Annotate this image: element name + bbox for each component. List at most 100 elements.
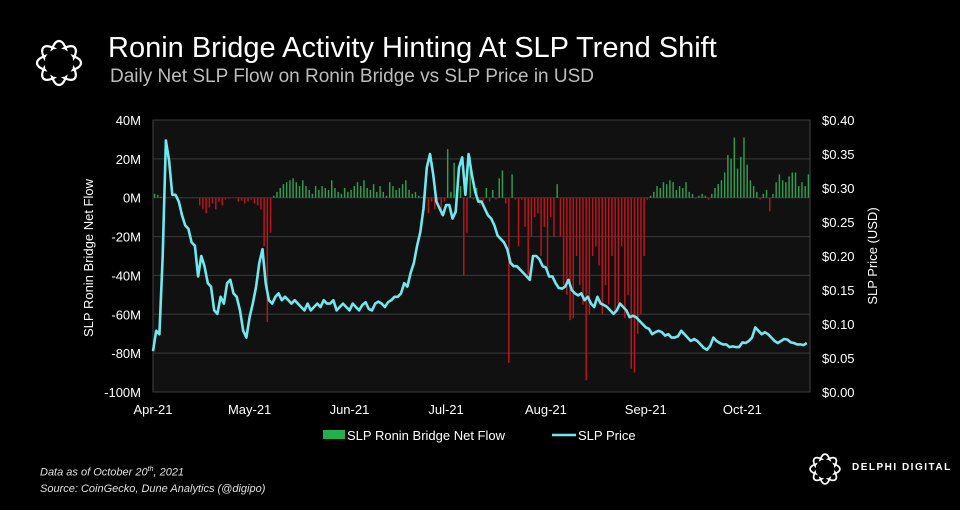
net-flow-bar [385,195,388,198]
net-flow-bar [298,186,301,198]
net-flow-bar [530,197,533,237]
net-flow-bar [743,137,745,198]
net-flow-bar [417,195,420,198]
net-flow-bar [769,197,771,212]
net-flow-bar [688,191,690,198]
net-flow-bar [521,197,523,200]
net-flow-bar [202,197,204,210]
net-flow-bar [646,197,649,200]
net-flow-bar [266,197,269,323]
net-flow-bar [256,197,259,206]
net-flow-bar [260,197,262,210]
net-flow-bar [314,186,317,198]
net-flow-bar [698,195,700,198]
net-flow-bar [566,197,568,295]
price-line [151,139,808,352]
net-flow-bar [253,197,256,204]
net-flow-bar [598,197,600,266]
net-flow-bar [733,137,736,198]
net-flow-bar [295,182,298,198]
net-flow-bar [427,197,430,214]
net-flow-bar [707,197,710,200]
net-flow-bar [807,174,810,198]
net-flow-bar [508,197,510,363]
net-flow-bar [318,189,320,198]
net-flow-bar [675,189,678,198]
net-flow-bar [524,197,526,227]
x-tick-label: May-21 [228,402,271,417]
net-flow-bar [469,156,471,198]
net-flow-bar [614,197,616,315]
brand-name: DELPHI DIGITAL [852,462,952,473]
net-flow-bar [759,197,761,200]
y-left-tick-label: -60M [111,307,141,322]
net-flow-bar [736,168,739,198]
y-right-tick-label: $0.05 [822,351,855,366]
net-flow-bar [798,186,800,198]
source-note: Source: CoinGecko, Dune Analytics (@digi… [40,482,266,495]
net-flow-bar [279,188,281,198]
net-flow-bar [250,197,252,200]
net-flow-bar [482,197,484,202]
net-flow-bar [247,197,249,202]
net-flow-bar [678,186,681,198]
net-flow-bar [801,182,803,198]
net-flow-bar [714,188,716,198]
net-flow-bar [285,182,288,198]
net-flow-bar [472,197,475,200]
net-flow-bar [501,170,504,198]
net-flow-bar [382,191,384,198]
net-flow-bar [305,186,307,198]
plot-area [152,119,811,393]
net-flow-bar [656,186,658,198]
net-flow-bar [356,182,359,198]
net-flow-bar [649,195,652,198]
net-flow-bar [388,182,391,198]
net-flow-bar [324,188,327,198]
net-flow-bar [369,189,372,198]
net-flow-bar [556,184,558,198]
net-flow-bar [292,178,294,198]
net-flow-bar [517,197,520,247]
y-left-tick-label: 40M [116,113,141,128]
net-flow-bar [282,184,285,198]
y-right-tick-label: $0.15 [822,283,855,298]
y-right-tick-label: $0.00 [822,385,855,400]
y-left-tick-label: -20M [111,230,141,245]
net-flow-bar [575,197,578,256]
x-tick-label: Aug-21 [525,402,567,417]
net-flow-bar [334,188,336,198]
net-flow-bar [591,197,594,256]
chart-subtitle: Daily Net SLP Flow on Ronin Bridge vs SL… [110,66,595,87]
net-flow-bar [740,156,742,198]
net-flow-bar [527,197,529,280]
net-flow-bar [653,191,655,198]
y-right-tick-label: $0.35 [822,147,855,162]
net-flow-bar [453,162,455,198]
net-flow-bar [376,191,378,198]
net-flow-bar [331,180,333,198]
net-flow-bar [804,186,806,198]
x-tick-label: Jul-21 [428,402,463,417]
net-flow-bar [227,197,230,199]
net-flow-bar [459,186,462,198]
net-flow-bar [781,180,784,198]
net-flow-bar [205,197,207,214]
net-flow-bar [237,197,240,202]
net-flow-bar [395,189,397,198]
net-flow-bar [601,197,603,315]
net-flow-bar [730,158,732,198]
net-flow-bar [437,197,439,200]
net-flow-bar [208,197,211,208]
net-flow-bar [607,197,610,305]
net-flow-bar [276,191,278,198]
net-flow-bar [340,193,343,198]
y-right-tick-label: $0.25 [822,215,855,230]
delphi-brand-icon [809,453,841,485]
net-flow-bar [579,197,581,286]
net-flow-bar [636,197,639,334]
net-flow-bar [492,189,494,198]
y-right-tick-label: $0.30 [822,181,855,196]
net-flow-bar [347,191,349,198]
